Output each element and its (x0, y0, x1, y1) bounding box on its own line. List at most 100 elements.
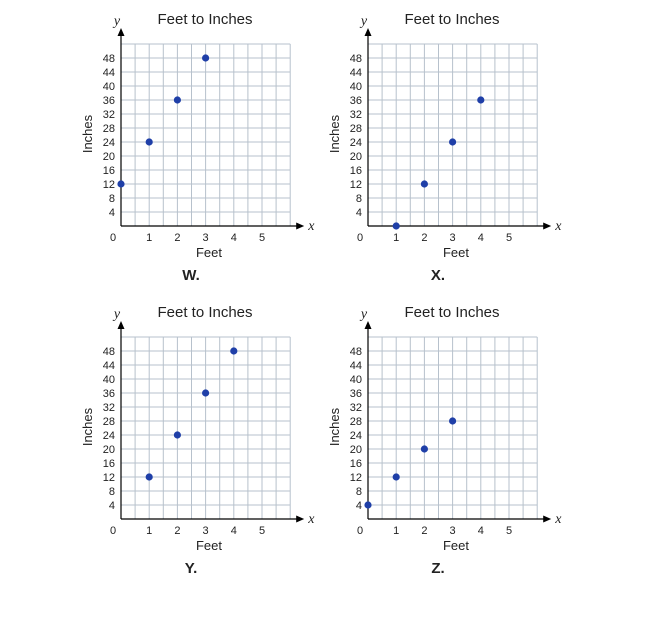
y-tick-label: 40 (103, 374, 115, 386)
y-tick-label: 48 (350, 53, 362, 65)
x-tick-label: 2 (174, 232, 180, 244)
x-axis-variable: x (554, 512, 562, 527)
y-axis-arrow-icon (117, 28, 125, 36)
x-tick-label: 5 (259, 232, 265, 244)
data-point (449, 138, 457, 146)
origin-label: 0 (110, 525, 116, 537)
y-tick-label: 44 (103, 67, 115, 79)
y-tick-label: 8 (356, 193, 362, 205)
x-axis-arrow-icon (543, 222, 552, 230)
y-tick-label: 12 (103, 472, 115, 484)
data-point (202, 54, 210, 62)
data-point (449, 417, 457, 425)
y-tick-label: 20 (103, 444, 115, 456)
chart-title: Feet to Inches (157, 304, 252, 321)
x-axis-variable: x (307, 219, 315, 234)
x-axis-arrow-icon (296, 515, 305, 523)
y-axis-variable: y (112, 307, 121, 322)
origin-label: 0 (357, 232, 363, 244)
y-tick-label: 4 (109, 207, 115, 219)
y-tick-label: 16 (350, 458, 362, 470)
y-axis-arrow-icon (364, 321, 372, 329)
y-tick-label: 32 (350, 109, 362, 121)
data-point (420, 445, 428, 453)
y-tick-label: 32 (103, 402, 115, 414)
y-tick-label: 20 (350, 444, 362, 456)
y-tick-label: 28 (350, 416, 362, 428)
panel-caption: Y. (185, 560, 198, 577)
y-tick-label: 12 (103, 179, 115, 191)
y-tick-label: 28 (103, 123, 115, 135)
data-point (477, 96, 485, 104)
y-tick-label: 8 (109, 193, 115, 205)
y-tick-label: 4 (109, 500, 115, 512)
x-tick-label: 5 (259, 525, 265, 537)
y-tick-label: 28 (350, 123, 362, 135)
x-tick-label: 4 (478, 525, 484, 537)
x-tick-label: 4 (231, 525, 237, 537)
data-point (420, 180, 428, 188)
y-tick-label: 48 (350, 346, 362, 358)
x-tick-label: 4 (478, 232, 484, 244)
data-point (392, 473, 400, 481)
y-axis-arrow-icon (364, 28, 372, 36)
data-point (173, 96, 181, 104)
grid-y (121, 336, 291, 519)
data-point (145, 138, 153, 146)
panel-caption: X. (431, 267, 445, 284)
panel-caption: W. (182, 267, 200, 284)
x-axis-label: Feet (443, 245, 469, 260)
y-tick-label: 4 (356, 207, 362, 219)
x-axis-variable: x (554, 219, 562, 234)
y-tick-label: 24 (103, 137, 115, 149)
x-tick-label: 2 (421, 232, 427, 244)
x-axis-label: Feet (196, 245, 222, 260)
data-point (230, 347, 238, 355)
y-tick-label: 36 (103, 95, 115, 107)
y-tick-label: 40 (350, 374, 362, 386)
x-tick-label: 3 (203, 525, 209, 537)
chart-title: Feet to Inches (404, 304, 499, 321)
y-tick-label: 36 (103, 388, 115, 400)
data-point (117, 180, 125, 188)
chart-title: Feet to Inches (157, 11, 252, 28)
x-axis-label: Feet (196, 538, 222, 553)
x-tick-label: 1 (393, 525, 399, 537)
chart-title: Feet to Inches (404, 11, 499, 28)
y-axis-label: Inches (80, 114, 95, 153)
y-axis-label: Inches (327, 114, 342, 153)
y-tick-label: 40 (103, 81, 115, 93)
y-axis-label: Inches (327, 407, 342, 446)
data-point (202, 389, 210, 397)
x-tick-label: 1 (393, 232, 399, 244)
y-tick-label: 44 (350, 360, 362, 372)
x-tick-label: 2 (421, 525, 427, 537)
x-axis-arrow-icon (296, 222, 305, 230)
y-tick-label: 32 (350, 402, 362, 414)
y-tick-label: 8 (356, 486, 362, 498)
data-point (392, 222, 400, 230)
y-tick-label: 20 (103, 151, 115, 163)
x-tick-label: 1 (146, 232, 152, 244)
data-point (173, 431, 181, 439)
y-tick-label: 8 (109, 486, 115, 498)
x-tick-label: 3 (203, 232, 209, 244)
x-tick-label: 1 (146, 525, 152, 537)
x-tick-label: 3 (450, 232, 456, 244)
y-tick-label: 28 (103, 416, 115, 428)
y-axis-arrow-icon (117, 321, 125, 329)
y-axis-variable: y (112, 14, 121, 29)
data-point (145, 473, 153, 481)
y-tick-label: 48 (103, 53, 115, 65)
y-tick-label: 20 (350, 151, 362, 163)
y-tick-label: 24 (103, 430, 115, 442)
x-axis-variable: x (307, 512, 315, 527)
y-tick-label: 44 (350, 67, 362, 79)
grid-z (368, 336, 538, 519)
x-tick-label: 5 (506, 232, 512, 244)
x-tick-label: 3 (450, 525, 456, 537)
